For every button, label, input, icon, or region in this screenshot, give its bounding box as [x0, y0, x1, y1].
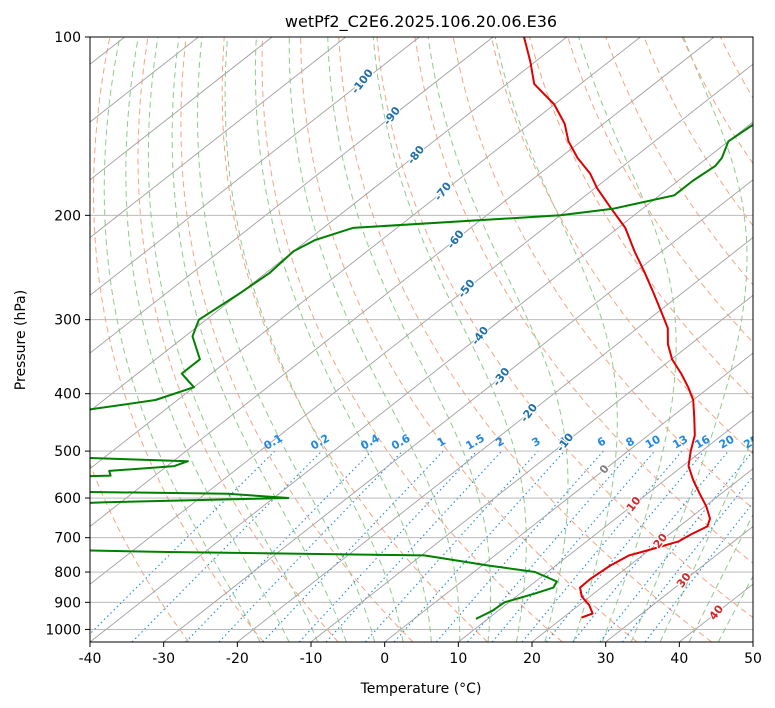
- isotherm-line: [90, 37, 346, 239]
- moist-adiabat: [197, 37, 376, 642]
- dry-adiabat: [221, 37, 488, 642]
- moist-adiabat: [288, 37, 461, 642]
- sounding-series: [90, 37, 753, 620]
- moist-adiabat: [630, 37, 748, 642]
- mixing-ratio-line: [467, 450, 633, 642]
- dry-adiabat: [338, 37, 713, 642]
- y-tick-label: 500: [54, 444, 81, 460]
- mixing-ratio-line: [262, 450, 444, 642]
- dry-adiabat: [490, 37, 753, 455]
- mixing-ratio-line: [621, 475, 753, 642]
- x-tick-label: 30: [597, 651, 615, 667]
- dry-adiabat: [414, 37, 753, 564]
- isotherm-line: [752, 641, 753, 642]
- isotherm-line: [90, 37, 567, 412]
- y-tick-label: 100: [54, 30, 81, 46]
- moist-adiabats: [103, 37, 753, 642]
- moist-adiabat: [372, 37, 527, 642]
- plot-area: 0.10.20.40.611.52346810131620253036-100-…: [90, 37, 775, 642]
- moist-adiabat: [224, 37, 404, 642]
- x-tick-label: 0: [380, 651, 389, 667]
- moist-adiabat: [125, 37, 290, 642]
- temperature-profile: [523, 37, 711, 619]
- moist-adiabat: [327, 37, 492, 642]
- dry-adiabat: [93, 37, 264, 642]
- moist-adiabat: [659, 435, 753, 642]
- x-tick-label: 50: [744, 651, 762, 667]
- x-axis: -40 -30 -20 -10 0 10 20 30 40 50: [79, 642, 762, 667]
- y-tick-label: 700: [54, 531, 81, 547]
- plot-frame: [89, 36, 754, 643]
- isotherm-line: [531, 468, 753, 642]
- mixing-ratio-lines: [90, 450, 753, 642]
- moist-adiabat: [427, 37, 569, 642]
- y-tick-label: 600: [54, 491, 81, 507]
- isotherm-line: [310, 294, 753, 642]
- y-tick-label: 1000: [45, 622, 81, 638]
- dewpoint-profile: [90, 123, 753, 620]
- x-tick-label: -40: [79, 651, 102, 667]
- y-tick-label: 300: [54, 313, 81, 329]
- moist-adiabat: [171, 37, 347, 642]
- plot-background: [90, 37, 753, 642]
- y-tick-label: 200: [54, 208, 81, 224]
- isotherm-line: [90, 37, 715, 528]
- dry-adiabat: [180, 37, 414, 642]
- isotherm-line: [90, 37, 420, 296]
- y-tick-label: 800: [54, 565, 81, 581]
- dry-adiabat: [758, 37, 775, 642]
- mixing-ratio-label: 30: [762, 432, 775, 451]
- mixing-ratio-line: [298, 450, 478, 642]
- mixing-ratio-line: [393, 450, 565, 642]
- pressure-gridlines: [90, 37, 753, 630]
- mixing-ratio-line: [325, 450, 503, 642]
- mixing-ratio-label: 25: [741, 433, 761, 452]
- isotherm-line: [90, 37, 641, 470]
- chart-title: wetPf2_C2E6.2025.106.20.06.E36: [285, 12, 557, 32]
- isotherm-line: [90, 37, 273, 181]
- y-tick-label: 900: [54, 595, 81, 611]
- moist-adiabat: [147, 37, 319, 642]
- dry-adiabat: [137, 37, 339, 642]
- x-tick-label: 10: [449, 651, 467, 667]
- x-tick-label: -10: [300, 651, 323, 667]
- isotherm-line: [384, 352, 753, 642]
- moist-adiabat: [103, 37, 261, 642]
- y-axis-title: Pressure (hPa): [13, 290, 29, 390]
- dry-adiabat: [376, 37, 753, 619]
- mixing-ratio-line: [364, 450, 539, 642]
- x-tick-label: -30: [152, 651, 175, 667]
- y-axis: 100 200 300 400 500 600 700 800 900 1000: [45, 30, 90, 638]
- isotherm-line: [237, 236, 753, 642]
- isotherm-line: [90, 37, 494, 354]
- mixing-ratio-line: [218, 450, 403, 642]
- isotherm-line: [605, 525, 753, 642]
- mixing-ratio-line: [599, 450, 753, 642]
- x-tick-label: -20: [226, 651, 249, 667]
- x-tick-label: 40: [670, 651, 688, 667]
- isotherm-line: [458, 410, 753, 642]
- x-tick-label: 20: [523, 651, 541, 667]
- isotherm-line: [90, 63, 753, 585]
- mixing-ratio-line: [572, 450, 729, 642]
- mixing-ratio-line: [185, 450, 373, 642]
- dry-adiabat: [90, 462, 190, 642]
- moist-adiabat: [254, 37, 432, 642]
- x-axis-title: Temperature (°C): [360, 681, 482, 697]
- isotherms: [90, 37, 753, 642]
- isotherm-line: [163, 179, 753, 642]
- moist-adiabat: [578, 37, 677, 642]
- y-tick-label: 400: [54, 387, 81, 403]
- dry-adiabat: [300, 37, 638, 642]
